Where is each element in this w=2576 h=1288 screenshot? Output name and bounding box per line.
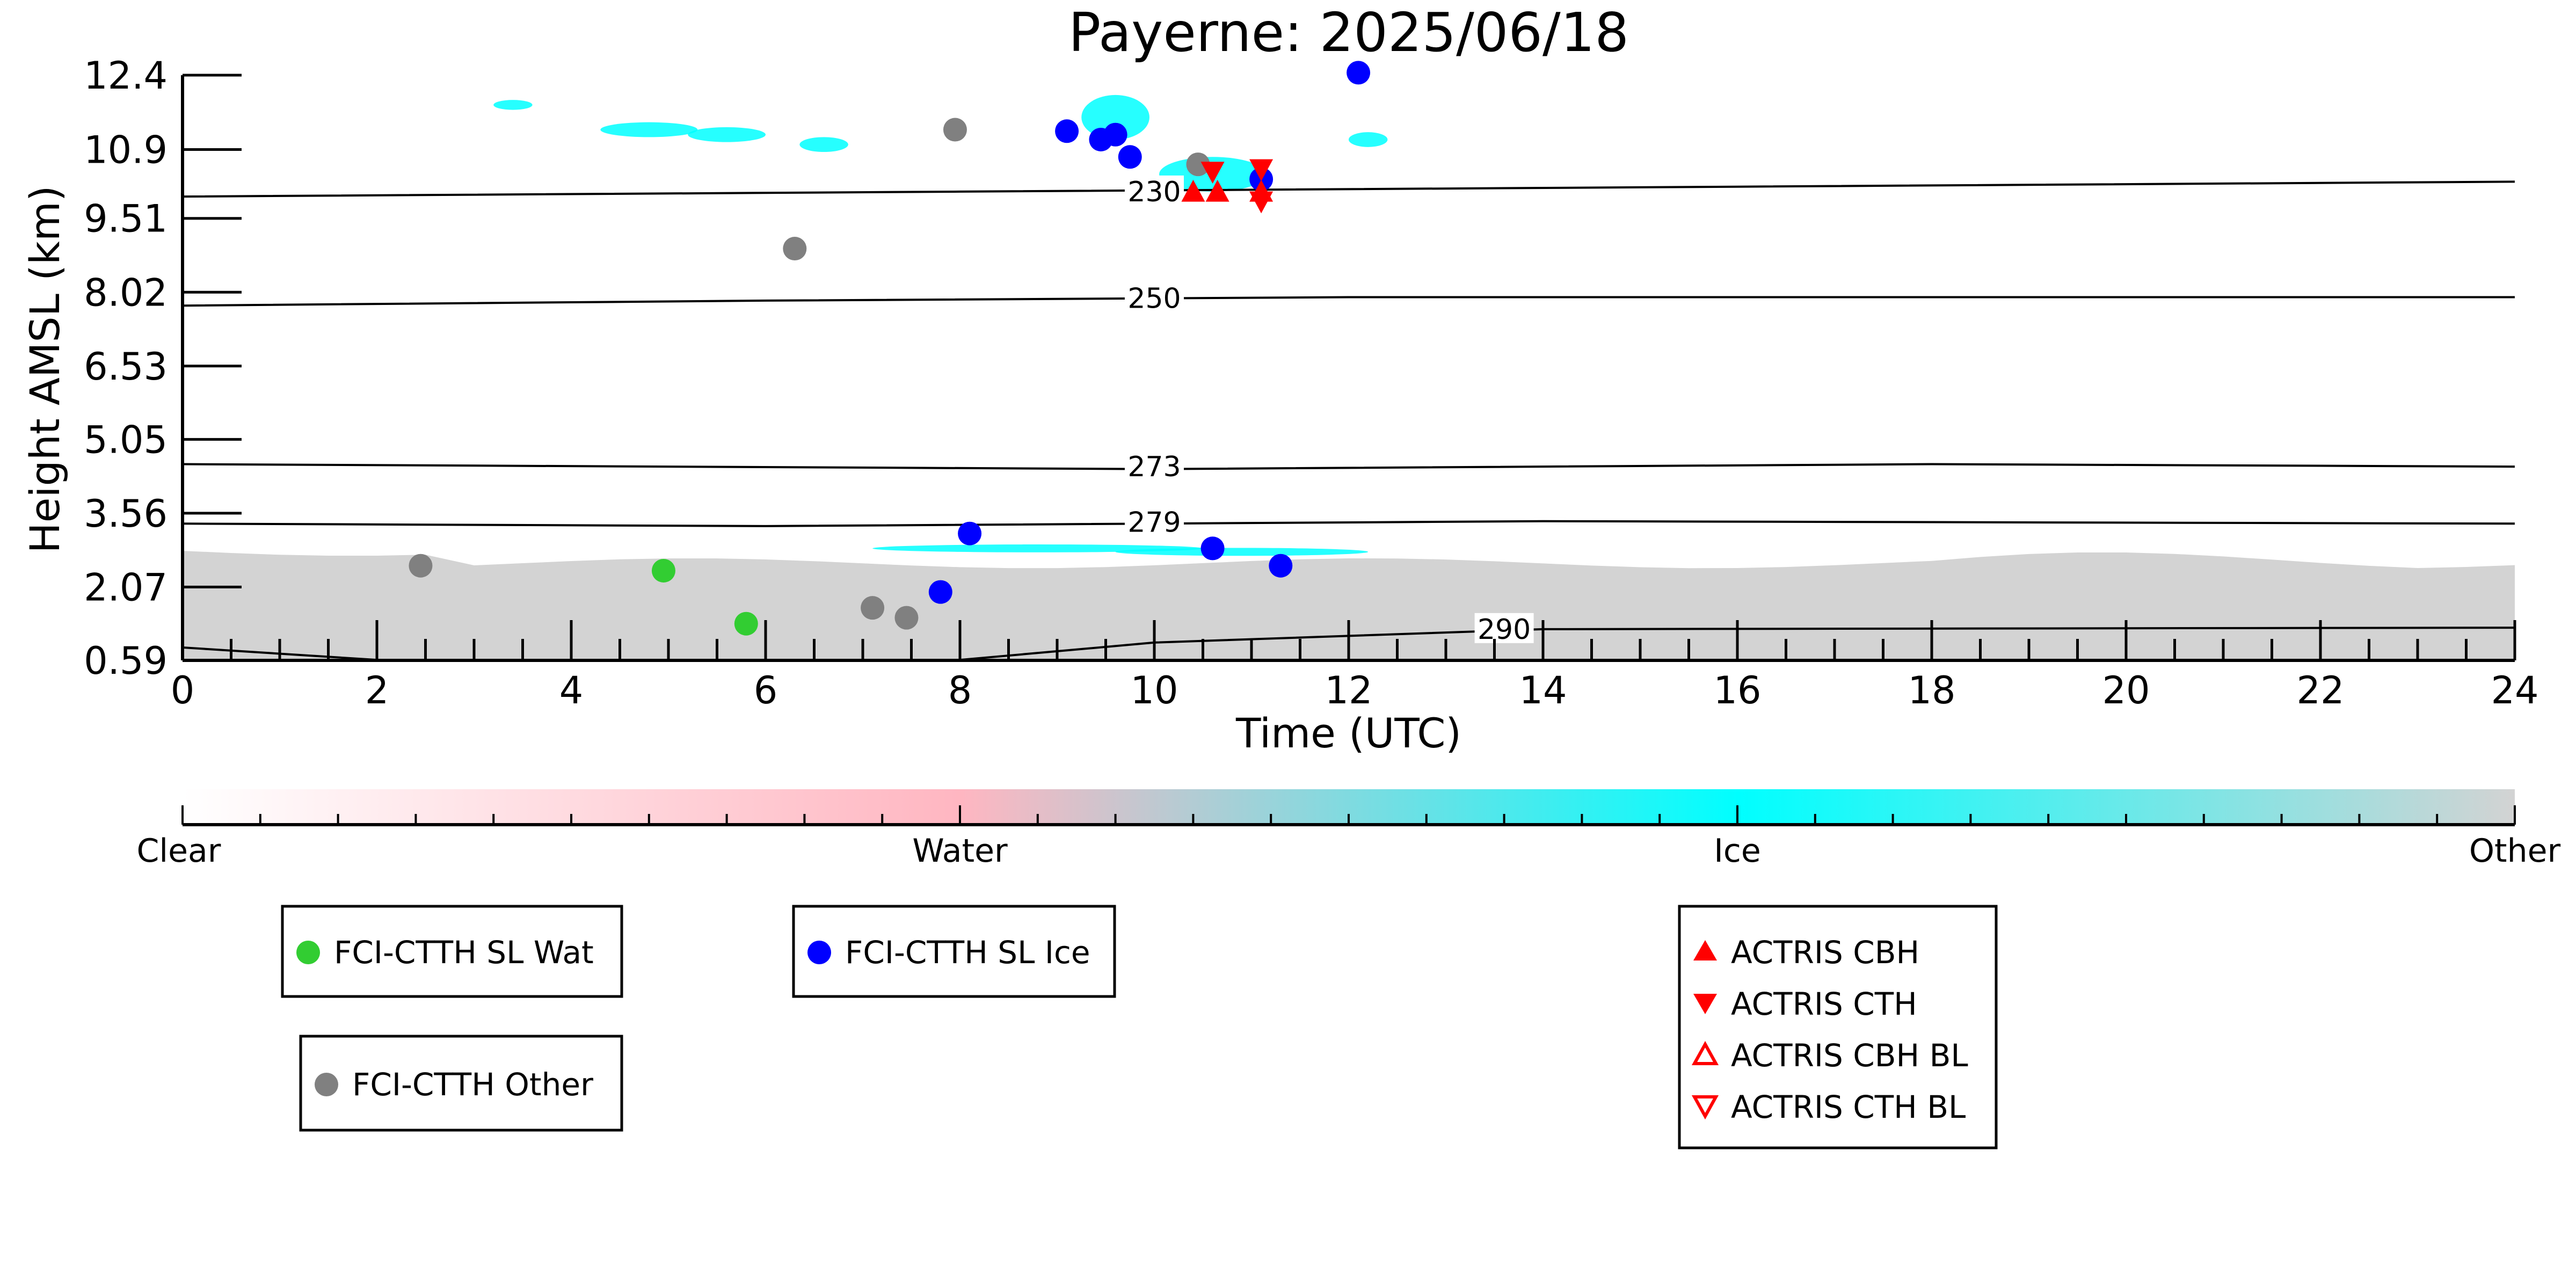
isotherm-label: 279 [1127,506,1181,539]
x-tick-label: 22 [2296,668,2344,712]
cloud-class-ice-patch [1115,548,1369,556]
isotherm-label-bg [1474,613,1534,643]
legend-marker-green-circle [296,941,320,964]
x-tick-label: 0 [171,668,195,712]
x-tick-label: 12 [1325,668,1372,712]
x-axis-title: Time (UTC) [1235,709,1461,757]
colorbar-label-clear: Clear [137,832,221,870]
cloud-class-ice-patch [799,137,848,152]
legend-label: ACTRIS CBH [1731,934,1919,971]
legend-marker-triangle-down-open [1691,1095,1719,1120]
x-tick-label: 24 [2491,668,2538,712]
colorbar: Clear Water Ice Other [137,789,2561,870]
legend-label: ACTRIS CTH BL [1731,1089,1966,1125]
plot-area: 230 250 273 279 290 0.59 2.07 3.56 5.05 6.53 8.02 9… [84,54,2538,712]
colorbar-label-water: Water [912,832,1008,870]
isotherm-label: 230 [1127,176,1181,208]
cloud-class-ice-patch [688,127,766,142]
x-tick-label: 14 [1519,668,1567,712]
y-tick-label: 6.53 [84,345,168,389]
data-point [409,554,433,578]
isotherm-label-bg [1125,450,1184,481]
data-point [1186,152,1210,177]
data-point [1181,179,1205,202]
y-tick-label: 10.9 [84,128,168,172]
legend-marker-gray-circle [315,1073,338,1096]
x-tick-label: 20 [2102,668,2150,712]
isotherm-line [182,180,2515,198]
data-point [1269,554,1293,578]
data-point [1200,536,1225,561]
cloud-class-ice-patch [872,544,1203,552]
legend-label: FCI-CTTH Other [352,1066,593,1103]
isotherm-line [182,463,2515,470]
x-tick-label: 4 [559,668,584,712]
isotherm-label: 273 [1127,451,1181,483]
x-tick-label: 18 [1908,668,1955,712]
x-tick-label: 16 [1713,668,1761,712]
data-point [861,596,885,620]
data-point [1055,119,1079,143]
legend-marker-blue-circle [807,941,831,964]
legend-label: FCI-CTTH SL Wat [334,934,594,971]
legend-label: ACTRIS CTH [1731,986,1917,1022]
y-tick-label: 0.59 [84,639,168,683]
data-point [958,521,982,545]
data-point [651,558,675,583]
isotherm-label-bg [1125,506,1184,536]
data-point [1200,162,1225,184]
legend-box [299,1035,623,1132]
colorbar-label-other: Other [2469,832,2561,870]
legend-box [1678,905,1998,1149]
isotherm-line [182,296,2515,307]
data-point [1103,122,1127,147]
data-point [1205,179,1229,202]
legend-marker-triangle-up-open [1691,1040,1719,1065]
legend-fci-ctth-other: FCI-CTTH Other [299,1035,623,1132]
data-point [783,237,807,261]
x-tick-label: 6 [754,668,778,712]
y-tick-label: 5.05 [84,418,168,462]
legend-marker-triangle-down [1693,994,1717,1014]
y-tick-label: 9.51 [84,197,168,241]
cloud-class-ice-patch [600,122,698,137]
y-tick-label: 12.4 [84,54,168,98]
y-tick-label: 8.02 [84,271,168,315]
x-tick-label: 8 [948,668,972,712]
data-point [1249,159,1274,181]
chart-title: Payerne: 2025/06/18 [1068,1,1629,64]
data-point [1249,191,1274,214]
data-point [734,612,758,636]
isotherm-line [182,520,2515,527]
y-axis-title: Height AMSL (km) [21,185,69,553]
y-tick-label: 3.56 [84,492,168,536]
data-point [1118,145,1142,169]
legend-marker-triangle-up [1693,940,1717,960]
legend-label: ACTRIS CBH BL [1731,1037,1968,1074]
data-point [943,118,967,142]
isotherm-label: 250 [1127,282,1181,315]
colorbar-label-ice: Ice [1714,832,1761,870]
cloud-class-ice-patch [493,100,533,110]
x-tick-label: 2 [365,668,389,712]
legend-box [792,905,1116,998]
legend-fci-ctth-sl-ice: FCI-CTTH SL Ice [792,905,1116,998]
x-tick-label: 10 [1130,668,1178,712]
data-point [894,606,919,630]
legend-fci-ctth-sl-wat: FCI-CTTH SL Wat [281,905,623,998]
isotherm-label: 290 [1478,614,1531,646]
data-point [928,580,952,604]
y-tick-label: 2.07 [84,565,168,609]
isotherm-label-bg [1125,282,1184,312]
legend-actris: ACTRIS CBH ACTRIS CTH ACTRIS CBH BL ACTR… [1678,905,1998,1149]
legend-box [281,905,623,998]
legend-label: FCI-CTTH SL Ice [845,934,1090,971]
data-point [1347,61,1371,85]
isotherm-label-bg [1125,175,1184,206]
cloud-class-ice-patch [1349,132,1388,147]
